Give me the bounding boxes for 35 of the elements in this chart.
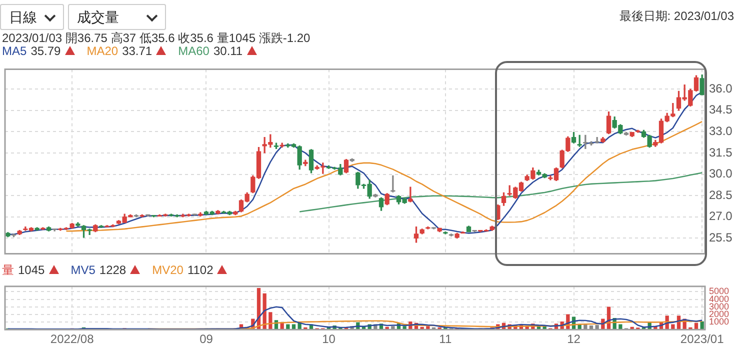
text: 1228 <box>99 263 126 277</box>
y-tick-label: 28.5 <box>709 188 733 202</box>
y-tick-label: 33.0 <box>709 124 733 138</box>
text: 35.79 <box>30 44 61 58</box>
x-tick-label: 10 <box>322 332 336 346</box>
text: 2023/01/03 開36.75 高37 低35.6 收35.6 量1045 漲跌-1.20 <box>2 30 310 46</box>
dropdown: 成交量 <box>68 4 166 30</box>
text: MA20 <box>86 44 118 58</box>
y-tick-label: 25.5 <box>709 230 733 244</box>
text: MV5 <box>70 263 96 277</box>
text: 1102 <box>187 263 214 277</box>
text: 30.11 <box>213 44 243 58</box>
x-tick-label: 2023/01 <box>680 332 724 346</box>
text: 最後日期: 2023/01/03 <box>619 8 734 25</box>
y-tick-label: 30.0 <box>709 166 733 181</box>
x-tick-label: 11 <box>439 332 452 346</box>
y-tick-label: 34.5 <box>709 102 733 117</box>
x-tick-label: 09 <box>200 332 214 346</box>
text: 量 <box>2 263 14 277</box>
y-tick-label: 27.0 <box>709 209 733 224</box>
text: 1045 <box>18 263 45 277</box>
text: 33.71 <box>122 44 152 58</box>
y-tick-label: 1000 <box>709 316 730 327</box>
dropdown: 日線 <box>0 4 64 30</box>
text: MA5 <box>2 44 27 58</box>
y-tick-label: 2000 <box>709 308 730 319</box>
y-tick-label: 4000 <box>709 294 730 304</box>
y-tick-label: 3000 <box>709 301 730 312</box>
x-tick-label: 12 <box>567 332 581 346</box>
y-tick-label: 5000 <box>709 286 730 296</box>
y-tick-label: 31.5 <box>709 145 733 160</box>
x-tick-label: 2022/08 <box>50 332 94 346</box>
y-tick-label: 36.0 <box>709 81 733 96</box>
text: MA60 <box>178 44 210 58</box>
text: MV20 <box>152 263 184 277</box>
